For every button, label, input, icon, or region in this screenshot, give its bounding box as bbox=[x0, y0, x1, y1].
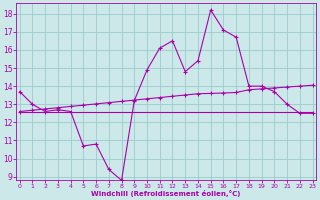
X-axis label: Windchill (Refroidissement éolien,°C): Windchill (Refroidissement éolien,°C) bbox=[92, 190, 241, 197]
